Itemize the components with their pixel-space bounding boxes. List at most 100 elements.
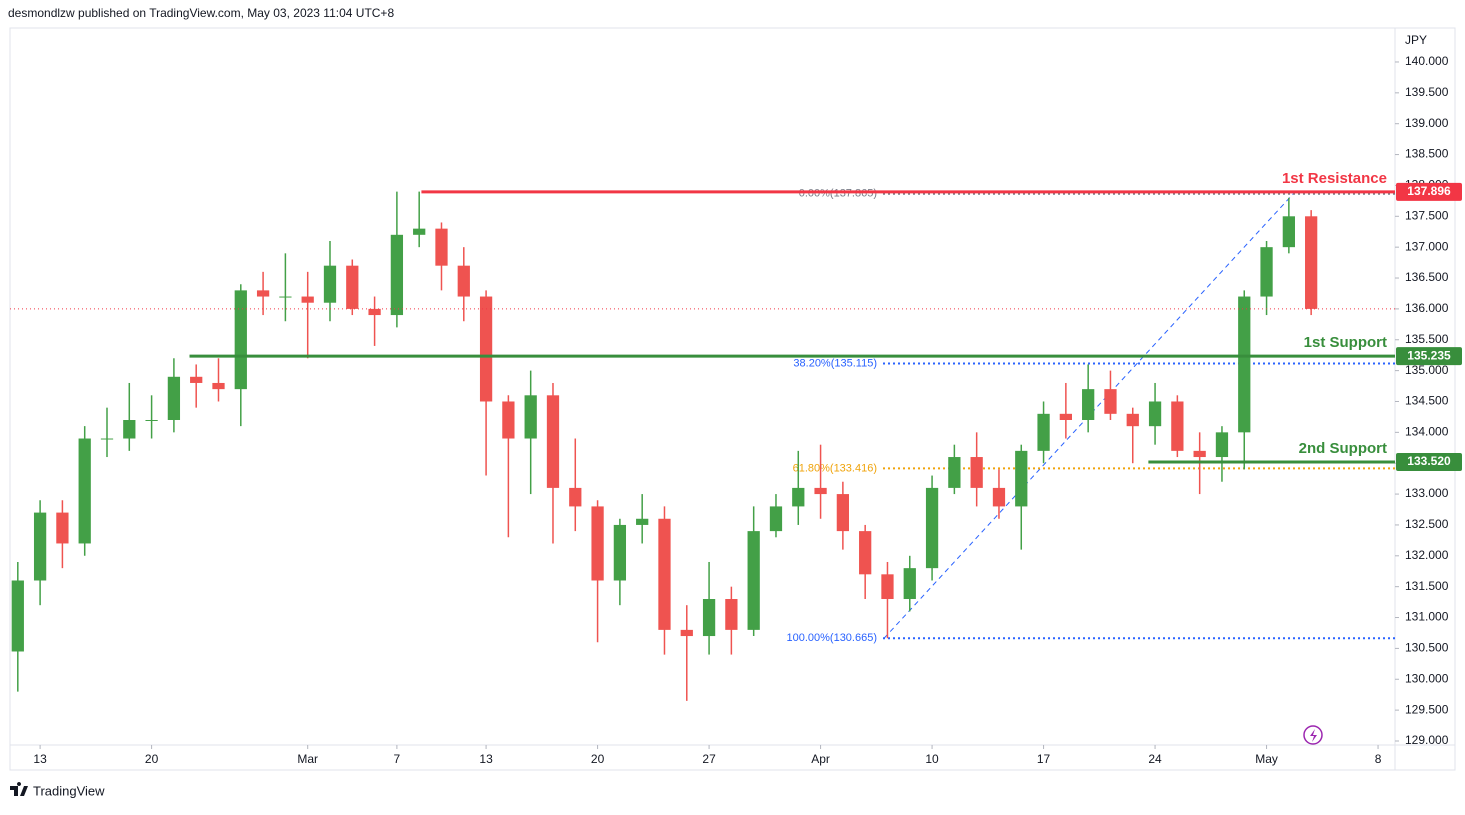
candle-body	[836, 494, 850, 532]
candle-body	[33, 512, 47, 581]
candle-body	[792, 487, 805, 507]
price-tag	[1396, 452, 1462, 471]
candle-body	[859, 531, 872, 575]
lightning-icon	[1303, 725, 1323, 745]
candle-body	[234, 290, 247, 390]
chart-frame	[9, 27, 1456, 771]
x-tick-label: Apr	[811, 752, 830, 766]
candle-body	[479, 296, 493, 402]
y-tick-label: 139.000	[1405, 116, 1449, 130]
x-tick-label: 10	[925, 752, 939, 766]
y-tick-label: 130.000	[1405, 671, 1449, 685]
x-tick-label: 7	[394, 752, 401, 766]
candle-body	[546, 395, 560, 488]
candle-body	[636, 518, 649, 525]
brand: TradingView	[33, 783, 105, 798]
candle-body	[658, 518, 671, 630]
candle-body	[1260, 247, 1273, 297]
x-tick-label: 8	[1375, 752, 1382, 766]
level-name: 1st Resistance	[1282, 170, 1387, 187]
y-tick-label: 136.500	[1405, 270, 1449, 284]
y-tick-label: 132.500	[1405, 517, 1449, 531]
x-tick-label: 20	[591, 752, 605, 766]
candle-body	[524, 395, 537, 439]
y-tick-label: 137.000	[1405, 239, 1449, 253]
y-tick-label: 138.500	[1405, 147, 1449, 161]
y-tick-label: 135.000	[1405, 363, 1449, 377]
candle-body	[279, 296, 292, 298]
fib-label: 38.20%(135.115)	[793, 357, 877, 369]
candle-body	[323, 265, 337, 303]
candle-body	[881, 574, 894, 600]
candle-body	[145, 420, 158, 421]
fib-label: 100.00%(130.665)	[786, 632, 877, 644]
level-name: 1st Support	[1304, 334, 1387, 351]
y-tick-label: 137.500	[1405, 208, 1449, 222]
price-tag-label: 135.235	[1407, 348, 1451, 362]
y-tick-label: 140.000	[1405, 54, 1449, 68]
candle-body	[78, 438, 91, 544]
candle-body	[1104, 389, 1117, 414]
candle-body	[925, 487, 939, 569]
candle-body	[702, 599, 716, 637]
x-tick-label: 17	[1037, 752, 1051, 766]
candle-body	[1305, 216, 1318, 309]
candle-body	[368, 308, 381, 316]
fib-trend-line	[883, 193, 1294, 639]
fib-label: 61.80%(133.416)	[793, 462, 877, 474]
y-tick-label: 129.500	[1405, 702, 1449, 716]
candle-body	[747, 531, 760, 630]
candle-body	[1193, 450, 1206, 458]
candle-body	[1171, 401, 1184, 451]
candle-body	[1059, 413, 1072, 420]
candle-body	[390, 234, 404, 316]
candle-body	[256, 290, 270, 297]
logo	[10, 782, 28, 796]
y-tick-label: 131.500	[1405, 579, 1449, 593]
candle-body	[190, 376, 203, 383]
candle-body	[1037, 413, 1050, 451]
candle-body	[970, 457, 983, 488]
x-tick-label: 27	[702, 752, 716, 766]
candle-body	[1015, 450, 1028, 507]
candle-body	[435, 228, 448, 266]
price-tag-label: 133.520	[1407, 454, 1451, 468]
y-tick-label: 139.500	[1405, 85, 1449, 99]
candle-body	[1148, 401, 1162, 427]
candle-body	[569, 487, 582, 507]
y-tick-label: 134.000	[1405, 425, 1449, 439]
candle-body	[613, 524, 627, 581]
x-tick-label: 13	[33, 752, 47, 766]
candle-body	[123, 420, 136, 439]
candle-body	[814, 487, 827, 495]
price-tag-label: 137.896	[1407, 184, 1451, 198]
fib-label: 0.00%(137.865)	[799, 188, 877, 200]
price-tag	[1396, 347, 1462, 366]
y-tick-label: 129.000	[1405, 733, 1449, 747]
x-tick-label: 24	[1148, 752, 1162, 766]
candle-body	[769, 506, 783, 532]
candle-body	[413, 228, 426, 235]
candle-body	[346, 265, 359, 309]
header: desmondlzw published on TradingView.com,…	[8, 6, 394, 20]
candle-body	[948, 457, 961, 488]
currency: JPY	[1405, 33, 1427, 47]
y-tick-label: 130.500	[1405, 641, 1449, 655]
price-tag	[1396, 182, 1462, 201]
y-tick-label: 132.000	[1405, 548, 1449, 562]
candle-body	[1082, 389, 1095, 420]
candle-body	[1215, 432, 1229, 458]
candle-body	[1238, 296, 1251, 433]
candle-body	[1126, 413, 1139, 427]
y-tick-label: 134.500	[1405, 394, 1449, 408]
candle-body	[591, 506, 604, 581]
level-name: 2nd Support	[1299, 440, 1387, 457]
y-tick-label: 131.000	[1405, 610, 1449, 624]
candle-body	[680, 629, 693, 637]
candle-body	[1282, 216, 1295, 248]
candle-body	[100, 438, 114, 440]
x-tick-label: May	[1255, 752, 1278, 766]
x-tick-label: 20	[145, 752, 159, 766]
x-tick-label: 13	[479, 752, 493, 766]
